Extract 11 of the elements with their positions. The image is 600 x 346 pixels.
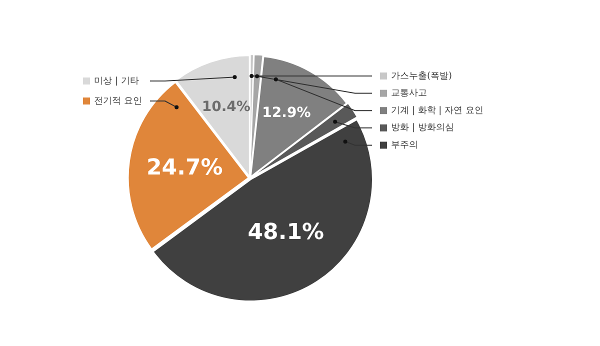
legend-label: 부주의	[391, 140, 418, 151]
legend-label: 방화 | 방화의심	[391, 123, 454, 134]
legend-label: 교통사고	[391, 88, 427, 99]
legend-label: 전기적 요인	[94, 96, 142, 106]
legend-label: 가스누출(폭발)	[391, 71, 452, 82]
data-label: 12.9%	[262, 104, 311, 121]
data-label: 48.1%	[248, 220, 324, 246]
legend-label: 기계 | 화학 | 자연 요인	[391, 106, 484, 116]
legend-label: 미상 | 기타	[94, 76, 139, 86]
data-label: 24.7%	[146, 155, 223, 180]
data-label: 10.4%	[202, 99, 250, 116]
